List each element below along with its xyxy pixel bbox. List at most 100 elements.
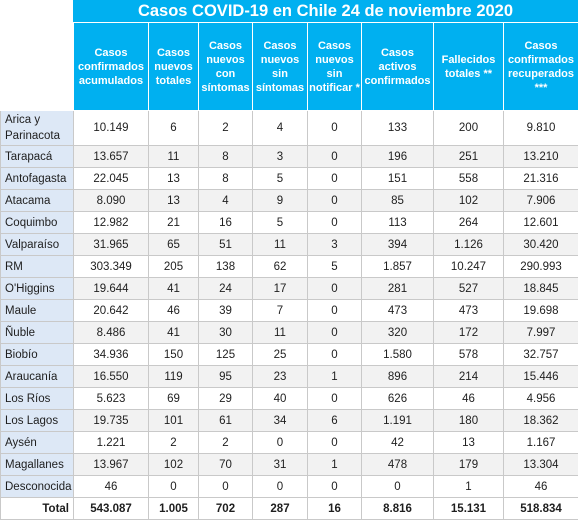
total-value-cell: 518.834 — [504, 498, 578, 520]
value-cell: 5 — [308, 256, 362, 278]
region-cell: RM — [1, 256, 74, 278]
value-cell: 133 — [362, 111, 434, 146]
total-value-cell: 16 — [308, 498, 362, 520]
region-cell: Desconocida — [1, 476, 74, 498]
value-cell: 0 — [308, 190, 362, 212]
value-cell: 626 — [362, 388, 434, 410]
value-cell: 15.446 — [504, 366, 578, 388]
value-cell: 3 — [253, 146, 308, 168]
value-cell: 34.936 — [74, 344, 149, 366]
value-cell: 138 — [199, 256, 253, 278]
value-cell: 2 — [149, 432, 199, 454]
value-cell: 70 — [199, 454, 253, 476]
value-cell: 17 — [253, 278, 308, 300]
value-cell: 32.757 — [504, 344, 578, 366]
header-activos-confirmados: Casos activos confirmados — [362, 23, 434, 111]
value-cell: 578 — [434, 344, 504, 366]
value-cell: 1 — [308, 366, 362, 388]
header-confirmados-recuperados: Casos confirmados recuperados *** — [504, 23, 578, 111]
value-cell: 46 — [504, 476, 578, 498]
value-cell: 41 — [149, 322, 199, 344]
value-cell: 20.642 — [74, 300, 149, 322]
value-cell: 19.735 — [74, 410, 149, 432]
value-cell: 0 — [308, 278, 362, 300]
value-cell: 473 — [362, 300, 434, 322]
value-cell: 0 — [308, 146, 362, 168]
value-cell: 85 — [362, 190, 434, 212]
value-cell: 1.580 — [362, 344, 434, 366]
region-cell: Los Lagos — [1, 410, 74, 432]
region-cell: Coquimbo — [1, 212, 74, 234]
value-cell: 1 — [434, 476, 504, 498]
value-cell: 8 — [199, 168, 253, 190]
region-cell: Tarapacá — [1, 146, 74, 168]
value-cell: 10.149 — [74, 111, 149, 146]
value-cell: 11 — [253, 322, 308, 344]
value-cell: 7 — [253, 300, 308, 322]
value-cell: 101 — [149, 410, 199, 432]
value-cell: 102 — [434, 190, 504, 212]
header-blank — [1, 23, 74, 111]
value-cell: 1 — [308, 454, 362, 476]
value-cell: 527 — [434, 278, 504, 300]
value-cell: 34 — [253, 410, 308, 432]
value-cell: 11 — [149, 146, 199, 168]
value-cell: 24 — [199, 278, 253, 300]
value-cell: 31.965 — [74, 234, 149, 256]
value-cell: 1.857 — [362, 256, 434, 278]
value-cell: 6 — [308, 410, 362, 432]
value-cell: 0 — [308, 344, 362, 366]
value-cell: 113 — [362, 212, 434, 234]
value-cell: 0 — [308, 300, 362, 322]
total-label: Total — [1, 498, 74, 520]
value-cell: 4 — [253, 111, 308, 146]
value-cell: 290.993 — [504, 256, 578, 278]
covid-table: Casos confirmados acumulados Casos nuevo… — [0, 22, 578, 520]
value-cell: 2 — [199, 432, 253, 454]
value-cell: 16 — [199, 212, 253, 234]
value-cell: 0 — [253, 476, 308, 498]
value-cell: 62 — [253, 256, 308, 278]
value-cell: 13.657 — [74, 146, 149, 168]
header-nuevos-sin-sintomas: Casos nuevos sin síntomas — [253, 23, 308, 111]
value-cell: 30 — [199, 322, 253, 344]
value-cell: 7.906 — [504, 190, 578, 212]
value-cell: 478 — [362, 454, 434, 476]
value-cell: 8.486 — [74, 322, 149, 344]
total-value-cell: 287 — [253, 498, 308, 520]
value-cell: 0 — [149, 476, 199, 498]
value-cell: 0 — [308, 322, 362, 344]
value-cell: 5 — [253, 212, 308, 234]
value-cell: 214 — [434, 366, 504, 388]
header-fallecidos-totales: Fallecidos totales ** — [434, 23, 504, 111]
header-confirmados-acumulados: Casos confirmados acumulados — [74, 23, 149, 111]
value-cell: 19.698 — [504, 300, 578, 322]
value-cell: 13 — [434, 432, 504, 454]
value-cell: 40 — [253, 388, 308, 410]
region-cell: Araucanía — [1, 366, 74, 388]
value-cell: 0 — [253, 432, 308, 454]
value-cell: 6 — [149, 111, 199, 146]
value-cell: 281 — [362, 278, 434, 300]
total-value-cell: 1.005 — [149, 498, 199, 520]
value-cell: 205 — [149, 256, 199, 278]
value-cell: 102 — [149, 454, 199, 476]
value-cell: 1.126 — [434, 234, 504, 256]
region-cell: Biobío — [1, 344, 74, 366]
value-cell: 0 — [308, 111, 362, 146]
value-cell: 42 — [362, 432, 434, 454]
value-cell: 0 — [308, 212, 362, 234]
value-cell: 46 — [434, 388, 504, 410]
value-cell: 31 — [253, 454, 308, 476]
value-cell: 0 — [362, 476, 434, 498]
